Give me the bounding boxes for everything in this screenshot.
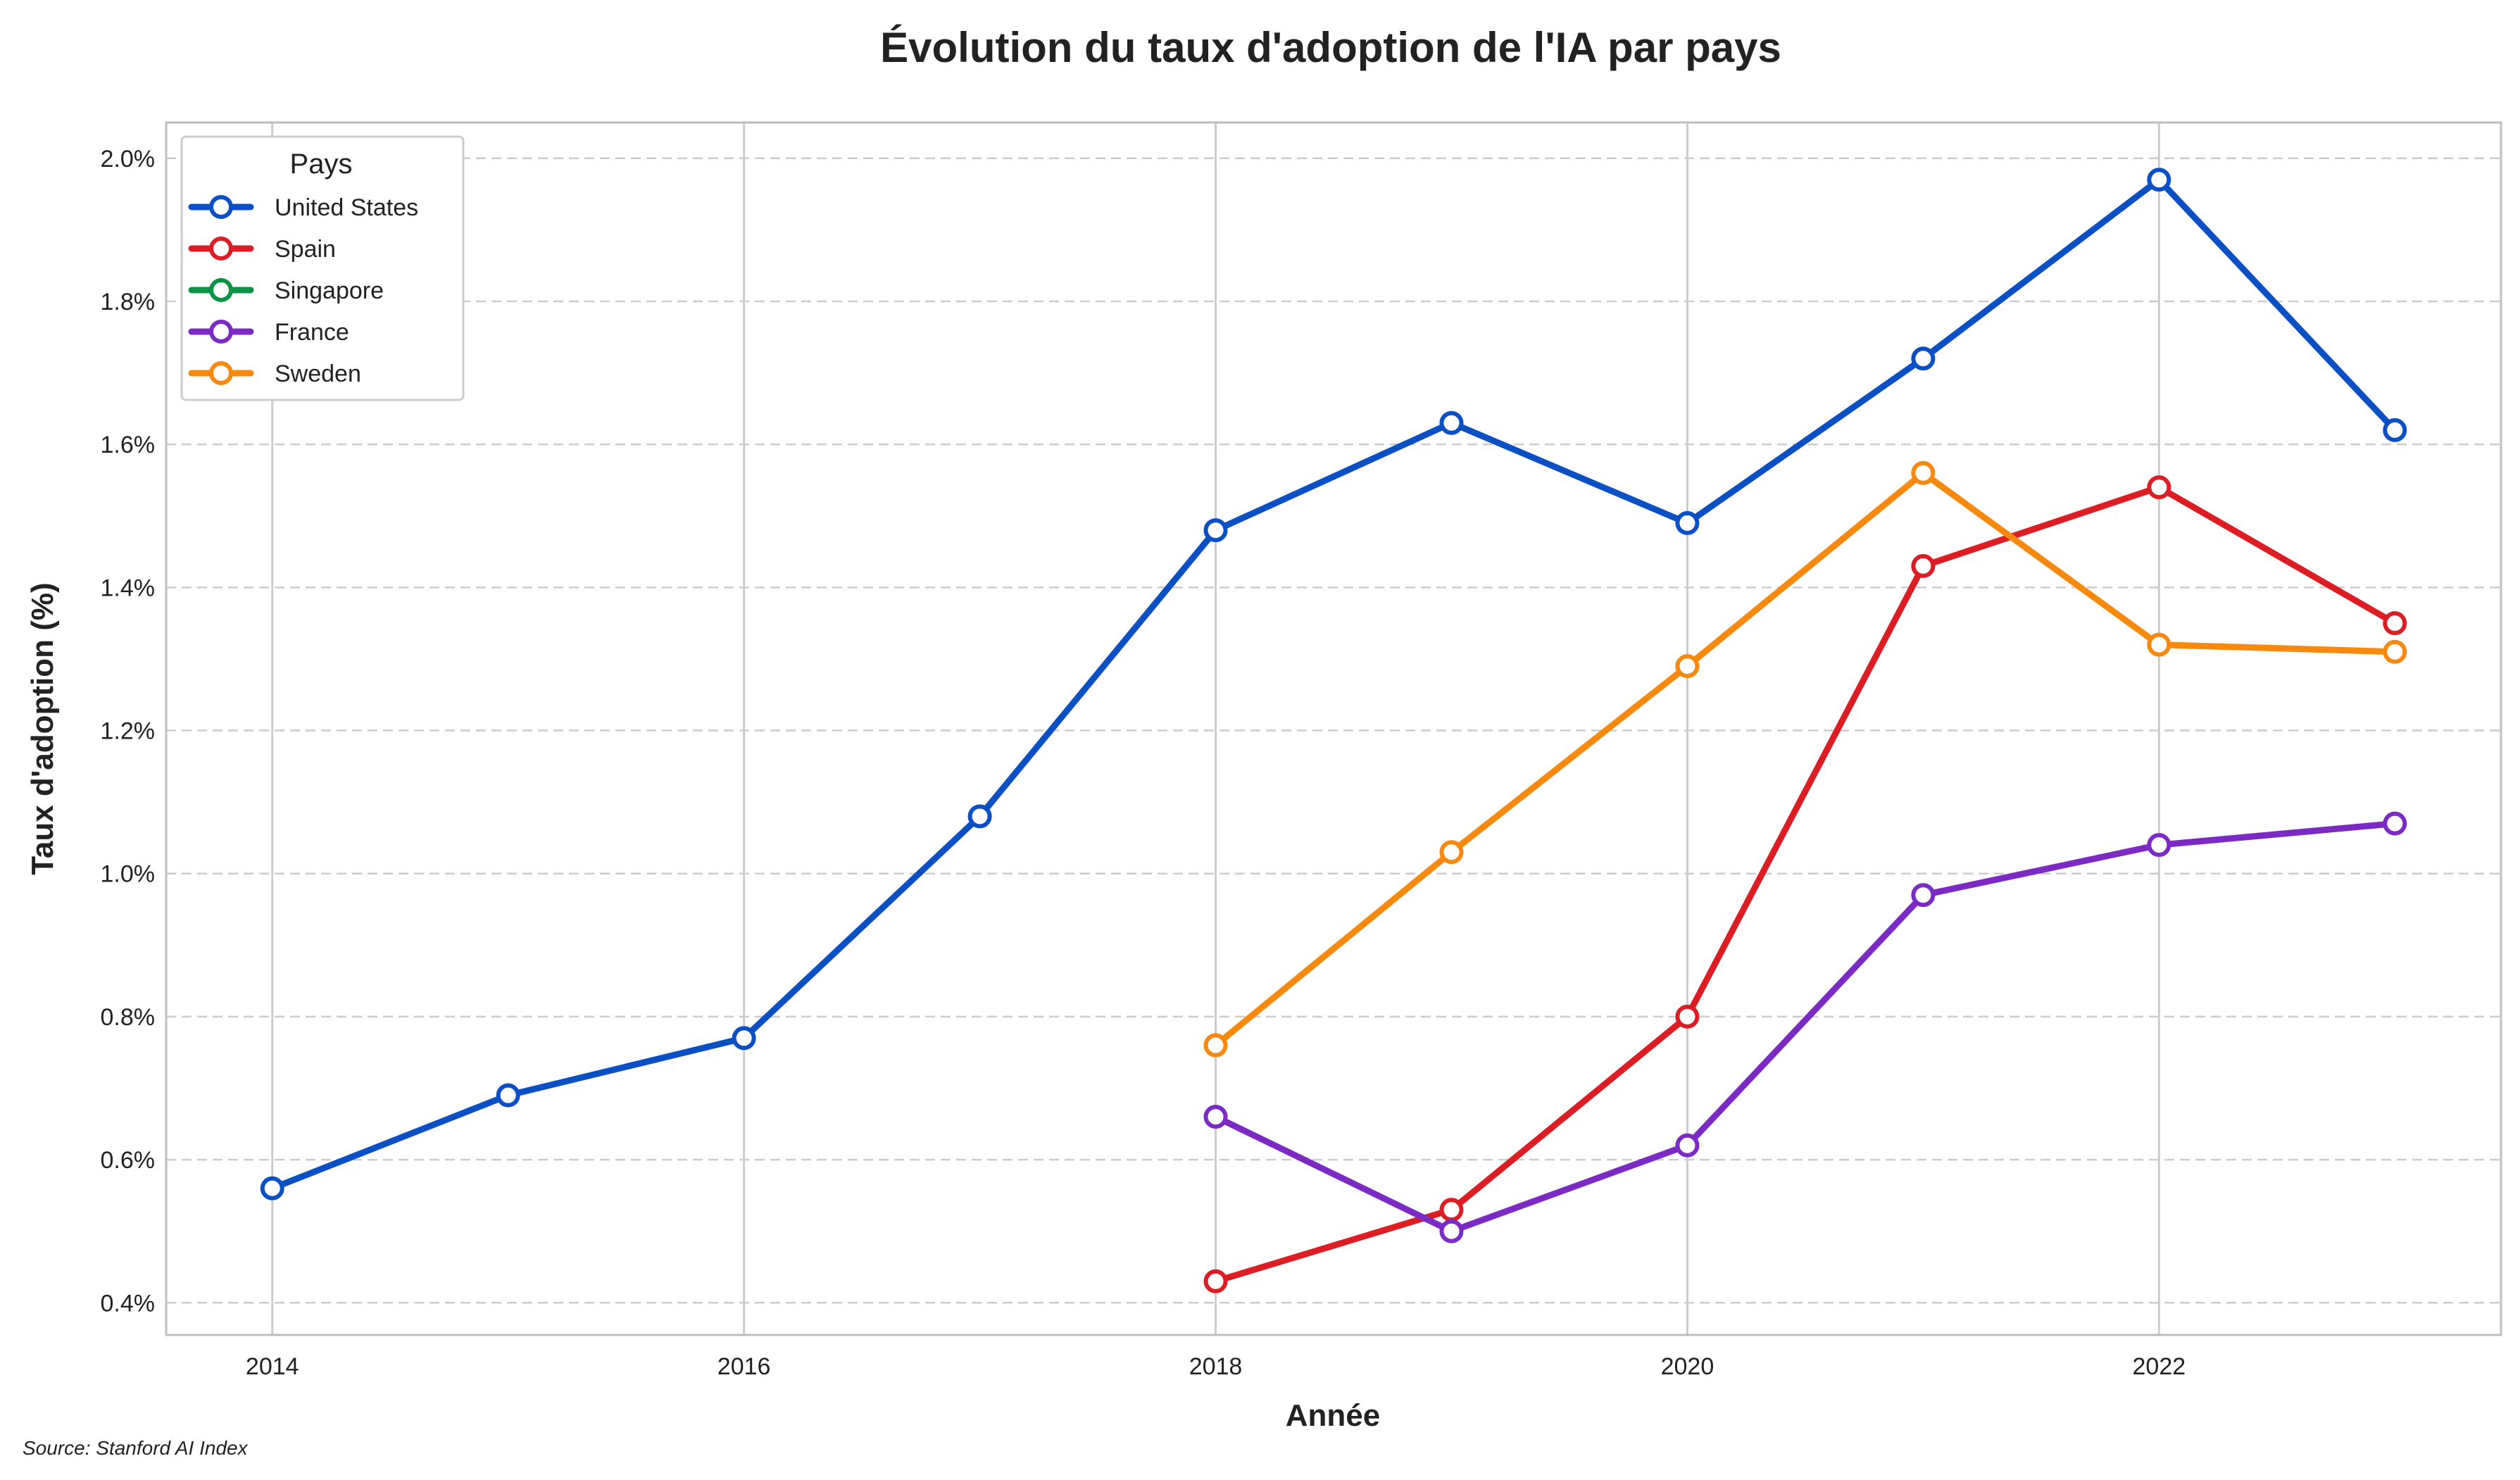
y-tick-label: 0.6% [101,1147,156,1174]
data-point-france [1439,1219,1464,1243]
legend-entry-france: France [188,319,349,346]
y-tick-label: 1.8% [101,289,156,315]
legend-swatch-marker [209,237,233,261]
series-line-united-states [269,176,2398,1192]
data-point-spain [1203,1269,1228,1293]
legend-swatch-marker [209,278,233,302]
data-point-sweden [2383,639,2407,664]
legend-label: France [275,319,349,346]
data-point-united-states [1203,518,1228,543]
data-point-united-states [496,1083,520,1108]
x-tick-label: 2020 [1661,1353,1715,1380]
series-spain [1203,475,2407,1293]
data-point-united-states [1675,510,1700,535]
grid [166,123,2501,1335]
y-tick-label: 1.2% [101,718,156,745]
legend-label: Spain [275,236,336,263]
legend-label: Singapore [275,277,384,304]
series-layer [260,168,2407,1293]
legend-label: United States [275,194,418,221]
data-point-sweden [1439,840,1464,865]
series-line-france [1212,820,2398,1235]
legend-swatch-marker [209,320,233,344]
legend-entry-sweden: Sweden [188,360,361,387]
data-point-sweden [1203,1033,1228,1058]
y-tick-label: 1.4% [101,575,156,601]
x-tick-label: 2018 [1189,1353,1243,1380]
data-point-sweden [2147,632,2171,657]
y-tick-label: 0.8% [101,1004,156,1031]
legend-swatch-marker [209,195,233,219]
data-point-spain [2147,475,2171,500]
data-point-spain [1675,1004,1700,1029]
legend-entry-united-states: United States [188,194,418,221]
x-axis-label: Année [1286,1398,1380,1433]
series-united-states [260,168,2407,1200]
series-france [1203,811,2407,1243]
legend-swatch-marker [209,361,233,385]
chart-title: Évolution du taux d'adoption de l'IA par… [880,24,1781,71]
y-axis-ticks: 0.4% 0.6% 0.8% 1.0% 1.2% 1.4% 1.6% 1.8% 2.0% [101,146,156,1317]
data-point-spain [1439,1198,1464,1222]
data-point-france [1675,1133,1700,1158]
data-point-france [2147,833,2171,858]
data-point-france [2383,811,2407,836]
y-tick-label: 1.0% [101,861,156,888]
legend-entries: United States Spain Singapore France Sweden [188,194,418,387]
plot-frame [165,121,2502,1336]
x-tick-label: 2016 [717,1353,771,1380]
data-point-united-states [967,804,992,829]
data-point-france [1911,883,1936,908]
series-line-sweden [1212,470,2398,1049]
source-note: Source: Stanford AI Index [23,1437,249,1459]
data-point-united-states [260,1176,284,1200]
legend-entry-singapore: Singapore [188,277,384,304]
data-point-united-states [732,1026,756,1051]
y-tick-label: 0.4% [101,1290,156,1317]
y-tick-label: 1.6% [101,432,156,458]
data-point-spain [1911,553,1936,578]
x-axis-ticks: 2014 2016 2018 2020 2022 [246,1353,2186,1380]
data-point-france [1203,1105,1228,1129]
legend-entry-spain: Spain [188,236,336,263]
data-point-united-states [2383,418,2407,442]
y-tick-label: 2.0% [101,146,156,173]
legend-label: Sweden [275,360,361,387]
data-point-sweden [1911,460,1936,485]
legend: Pays United States Spain Singapore France Sw… [180,135,465,401]
x-tick-label: 2022 [2133,1353,2186,1380]
series-sweden [1203,460,2407,1058]
data-point-united-states [1911,346,1936,371]
data-point-united-states [1439,410,1464,435]
data-point-united-states [2147,168,2171,192]
data-point-sweden [1675,654,1700,679]
x-tick-label: 2014 [246,1353,299,1380]
series-line-spain [1212,484,2398,1285]
y-axis-label: Taux d'adoption (%) [25,582,60,874]
data-point-spain [2383,611,2407,636]
legend-title: Pays [290,149,353,180]
